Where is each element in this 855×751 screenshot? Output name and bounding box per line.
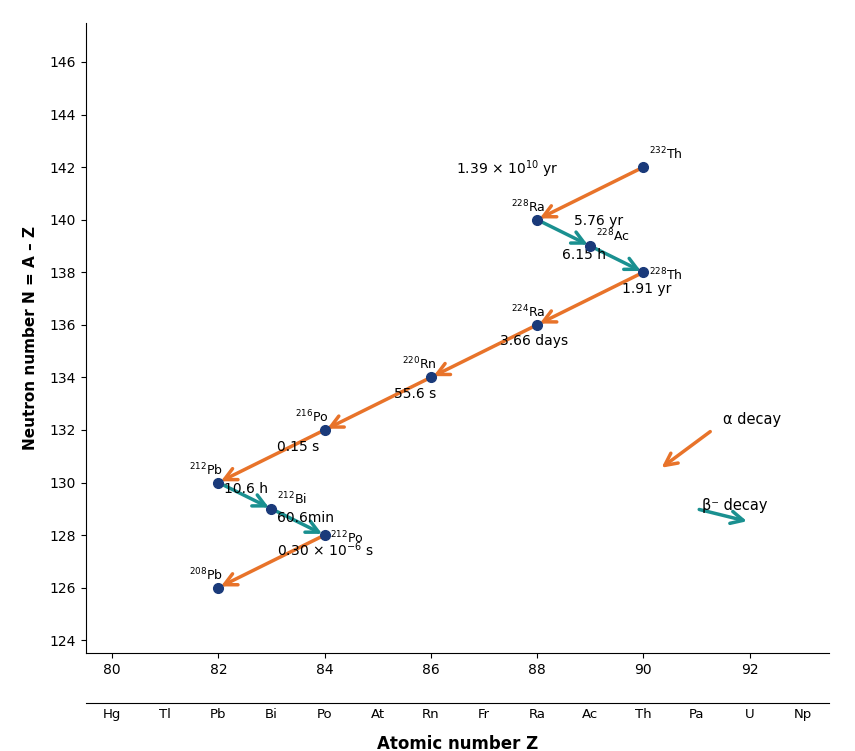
Text: 0.30 × 10$^{-6}$ s: 0.30 × 10$^{-6}$ s [277,540,374,559]
Text: $^{232}$Th: $^{232}$Th [649,146,682,162]
Text: 60.6min: 60.6min [277,511,333,524]
X-axis label: Atomic number Z: Atomic number Z [377,735,538,751]
Text: 0.15 s: 0.15 s [277,439,319,454]
Text: $^{216}$Po: $^{216}$Po [295,409,329,425]
Text: $^{212}$Pb: $^{212}$Pb [189,462,223,478]
Text: 3.66 days: 3.66 days [500,334,568,348]
Text: 1.39 × 10$^{10}$ yr: 1.39 × 10$^{10}$ yr [456,158,558,180]
Text: $^{212}$Bi: $^{212}$Bi [277,490,307,507]
Text: $^{220}$Rn: $^{220}$Rn [402,356,436,372]
Text: β⁻ decay: β⁻ decay [702,498,767,513]
Text: 10.6 h: 10.6 h [224,481,268,496]
Text: $^{228}$Ac: $^{228}$Ac [596,228,629,244]
Text: 55.6 s: 55.6 s [393,387,436,401]
Text: $^{208}$Pb: $^{208}$Pb [189,567,223,584]
Text: 1.91 yr: 1.91 yr [622,282,671,296]
Text: 6.15 h: 6.15 h [563,248,606,261]
Text: $^{224}$Ra: $^{224}$Ra [510,303,545,320]
Text: $^{228}$Th: $^{228}$Th [649,267,682,283]
Text: $^{212}$Po: $^{212}$Po [330,529,363,546]
Y-axis label: Neutron number N = A – Z: Neutron number N = A – Z [23,226,38,450]
Text: $^{228}$Ra: $^{228}$Ra [510,198,545,215]
Text: 5.76 yr: 5.76 yr [575,213,623,228]
Text: α decay: α decay [723,412,781,427]
